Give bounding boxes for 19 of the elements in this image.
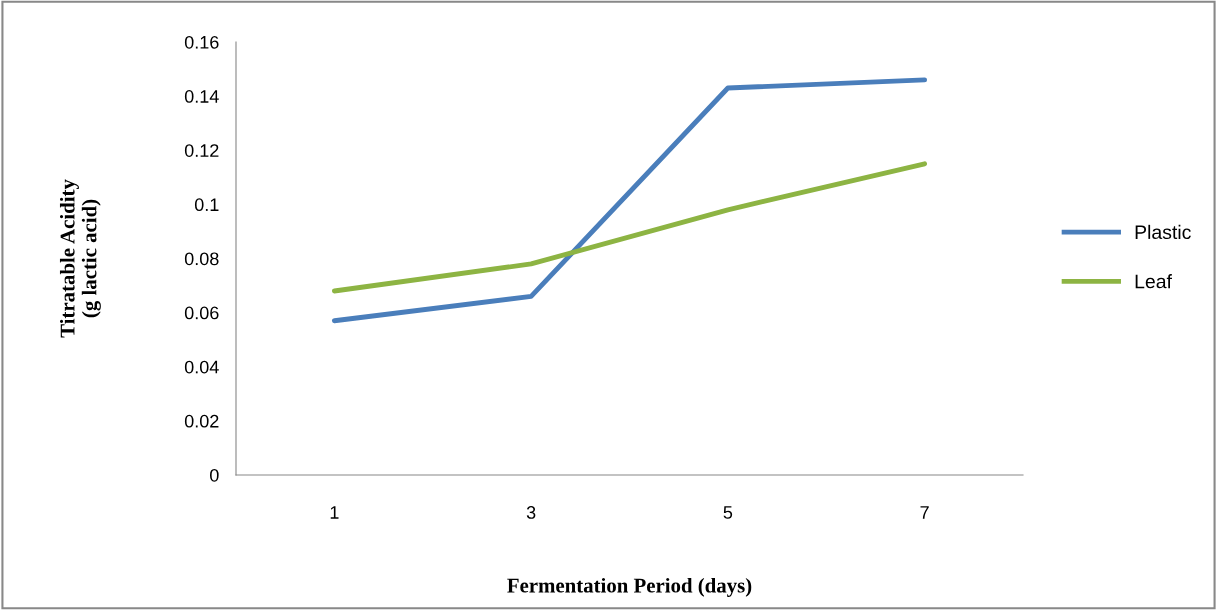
y-tick-label: 0.1 [194,198,219,212]
line-series [331,77,928,324]
line-series [331,161,928,294]
legend-label: Plastic [1135,224,1191,240]
x-tick-label: 3 [526,506,536,519]
legend-label: Leaf [1135,274,1172,289]
x-tick-label: 1 [330,506,339,519]
y-tick-label: 0.04 [184,360,219,374]
y-tick-label: 0.02 [184,414,219,428]
y-axis-title: Titratable Acidity (g lactic acid) [59,179,101,338]
y-tick-label: 0.06 [184,306,219,320]
y-tick-label: 0.08 [184,252,219,266]
y-tick-label: 0.12 [184,144,219,157]
y-tick-label: 0 [210,468,219,482]
y-tick-label: 0.14 [184,90,219,103]
y-tick-label: 0.16 [184,35,219,49]
x-tick-label: 7 [920,506,929,519]
x-axis-title: Fermentation Period (days) [507,577,752,597]
x-tick-label: 5 [723,506,733,519]
